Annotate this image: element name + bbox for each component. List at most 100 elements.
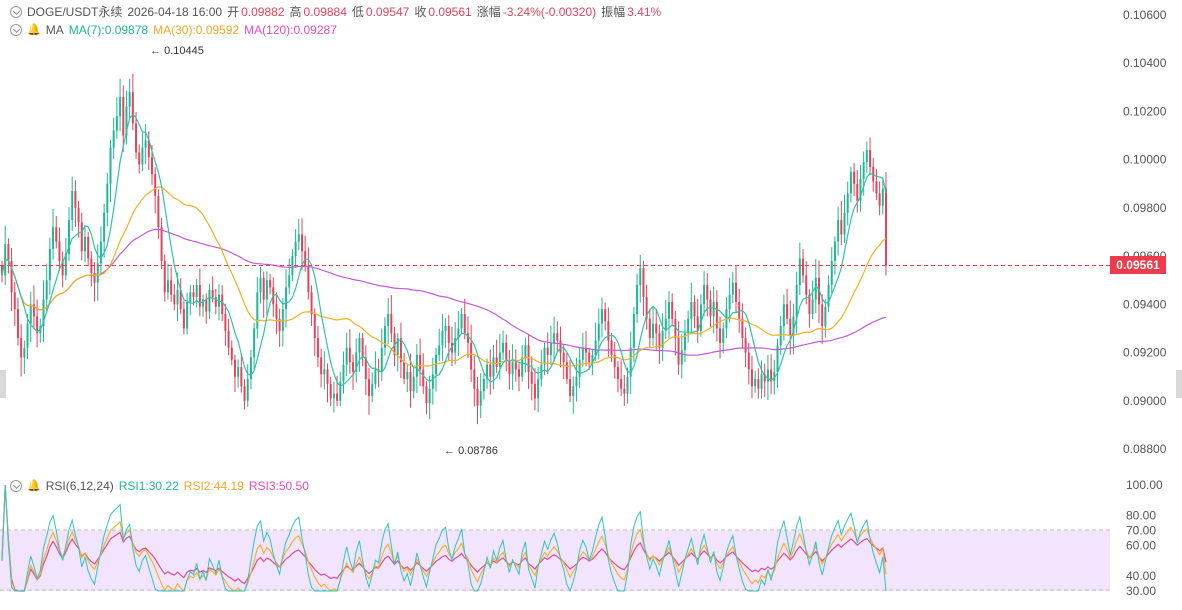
candle-body [645,297,648,319]
candle-body [211,289,214,298]
bell-icon[interactable]: 🔔 [27,24,41,36]
candle-body [52,227,55,249]
candles-group [1,73,887,425]
candle-body [64,253,67,276]
candle-body [176,289,179,305]
candle-body [438,345,441,355]
rsi-tick-label: 60.00 [1126,539,1156,553]
collapse-icon[interactable] [10,6,22,18]
change-label: 涨幅 [476,5,501,19]
candle-body [843,212,846,235]
candle-body [805,275,808,295]
candle-body [693,301,696,317]
candle-body [735,282,738,302]
candle-body [549,342,552,355]
candle-body [288,275,291,288]
candle-body [661,330,664,348]
rsi2-value: RSI2:44.19 [183,479,244,493]
candle-body [383,326,386,348]
candle-body [399,338,402,363]
candle-body [524,345,527,358]
open-label: 开 [227,5,240,19]
candle-body [652,323,655,339]
candle-body [747,352,750,370]
ma-label: MA [45,23,64,37]
right-scroll-handle[interactable] [1176,370,1182,398]
candle-body [741,318,744,339]
close-label: 收 [414,5,427,19]
candle-body [230,347,233,360]
candle-body [489,364,492,377]
candle-body [824,306,827,327]
candle-body [80,222,83,252]
high-label: 高 [289,5,302,19]
low-value: 0.09547 [365,5,410,19]
candle-body [93,272,96,283]
amp-value: 3.41% [627,5,662,19]
candle-body [393,333,396,355]
candle-body [508,359,511,375]
ma-collapse-icon[interactable] [10,24,22,36]
candle-body [361,338,364,358]
candle-body [546,347,549,355]
candle-body [128,92,131,107]
candle-body [454,338,457,353]
candle-body [147,140,150,158]
ma7-value: MA(7):0.09878 [68,23,149,37]
candle-body [521,357,524,377]
ma120-line [1,228,887,356]
candle-body [731,282,734,295]
price-tick-label: 0.09800 [1123,201,1167,215]
candle-body [326,369,329,384]
candle-body [249,357,252,380]
candle-body [278,318,281,331]
candle-body [763,374,766,382]
candle-body [119,96,122,117]
rsi3-line [1,484,887,592]
left-scroll-handle[interactable] [0,370,6,398]
candle-body [770,369,773,382]
candle-body [559,340,562,353]
candle-body [620,379,623,389]
candle-body [632,313,635,348]
rsi-tick-label: 30.00 [1126,584,1156,598]
candle-body [364,357,367,380]
low-label: 低 [351,5,364,19]
candle-body [760,374,763,389]
rsi-bell-icon[interactable]: 🔔 [27,480,41,492]
candle-body [374,369,377,384]
candle-body [166,280,169,293]
candle-body [406,371,409,380]
candle-body [885,188,887,266]
candle-body [712,301,715,317]
candle-body [789,318,792,336]
candle-body [680,350,683,365]
candle-body [150,157,153,175]
candle-body [457,328,460,339]
candle-body [470,342,473,370]
candle-body [96,263,99,283]
candle-body [422,369,425,387]
candle-body [425,386,428,404]
candle-body [256,292,259,329]
candle-body [687,318,690,334]
candle-body [674,318,677,339]
rsi-collapse-icon[interactable] [10,480,22,492]
candle-body [671,301,674,319]
candle-body [792,316,795,336]
candle-body [131,92,134,124]
candle-body [862,162,865,179]
candle-body [613,354,616,368]
candle-body [865,150,868,163]
candle-body [817,277,820,305]
candle-body [157,195,160,228]
candle-body [821,304,824,327]
candle-body [476,388,479,406]
high-value: 0.09884 [303,5,347,19]
candle-body [562,352,565,363]
candle-body [849,171,852,194]
candle-body [45,280,48,300]
amp-label: 振幅 [601,5,626,19]
